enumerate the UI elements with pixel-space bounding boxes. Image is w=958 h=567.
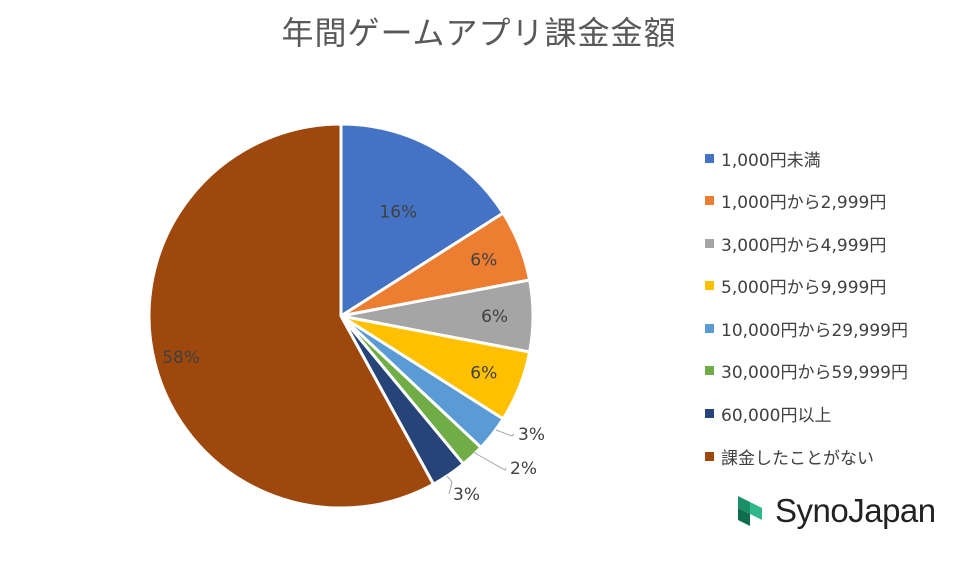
slice-data-label: 58% [162,348,200,368]
legend-item: 30,000円から59,999円 [705,361,908,384]
slice-data-label: 16% [379,203,417,223]
legend-swatch [705,153,714,163]
chart-title: 年間ゲームアプリ課金金額 [281,14,677,52]
legend-label: 課金したことがない [721,448,874,469]
logo: SynoJapan [735,492,936,530]
legend-item: 1,000円未満 [705,148,908,171]
legend-item: 10,000円から29,999円 [705,318,908,341]
slice-data-label: 3% [453,485,480,505]
legend-swatch [705,366,714,376]
legend-label: 1,000円未満 [721,150,821,171]
legend-label: 30,000円から59,999円 [721,363,908,384]
legend-label: 10,000円から29,999円 [721,320,908,341]
slice-data-label: 6% [470,251,497,271]
leader-line [446,475,453,495]
slice-data-label: 6% [470,364,497,384]
slice-data-label: 2% [510,459,537,479]
legend-label: 60,000円以上 [721,406,832,427]
legend-label: 3,000円から4,999円 [721,235,887,256]
legend-label: 1,000円から2,999円 [721,193,887,214]
legend-item: 課金したことがない [705,446,908,469]
logo-text: SynoJapan [775,492,936,529]
legend-swatch [705,323,714,333]
legend-swatch [705,451,714,461]
legend-swatch [705,281,714,291]
leader-line [472,451,507,471]
slice-data-label: 6% [481,307,508,327]
synojapan-logo-mark-icon [738,496,762,526]
slice-data-label: 3% [518,425,545,445]
legend-swatch [705,196,714,206]
legend: 1,000円未満 1,000円から2,999円 3,000円から4,999円 5,00… [705,148,908,489]
pie-slice [147,122,435,510]
pie-slice [339,122,505,318]
legend-swatch [705,238,714,248]
legend-label: 5,000円から9,999円 [721,278,887,299]
legend-item: 3,000円から4,999円 [705,233,908,256]
legend-item: 60,000円以上 [705,404,908,427]
legend-item: 5,000円から9,999円 [705,276,908,299]
leader-line [495,429,515,437]
legend-item: 1,000円から2,999円 [705,191,908,214]
legend-swatch [705,409,714,419]
